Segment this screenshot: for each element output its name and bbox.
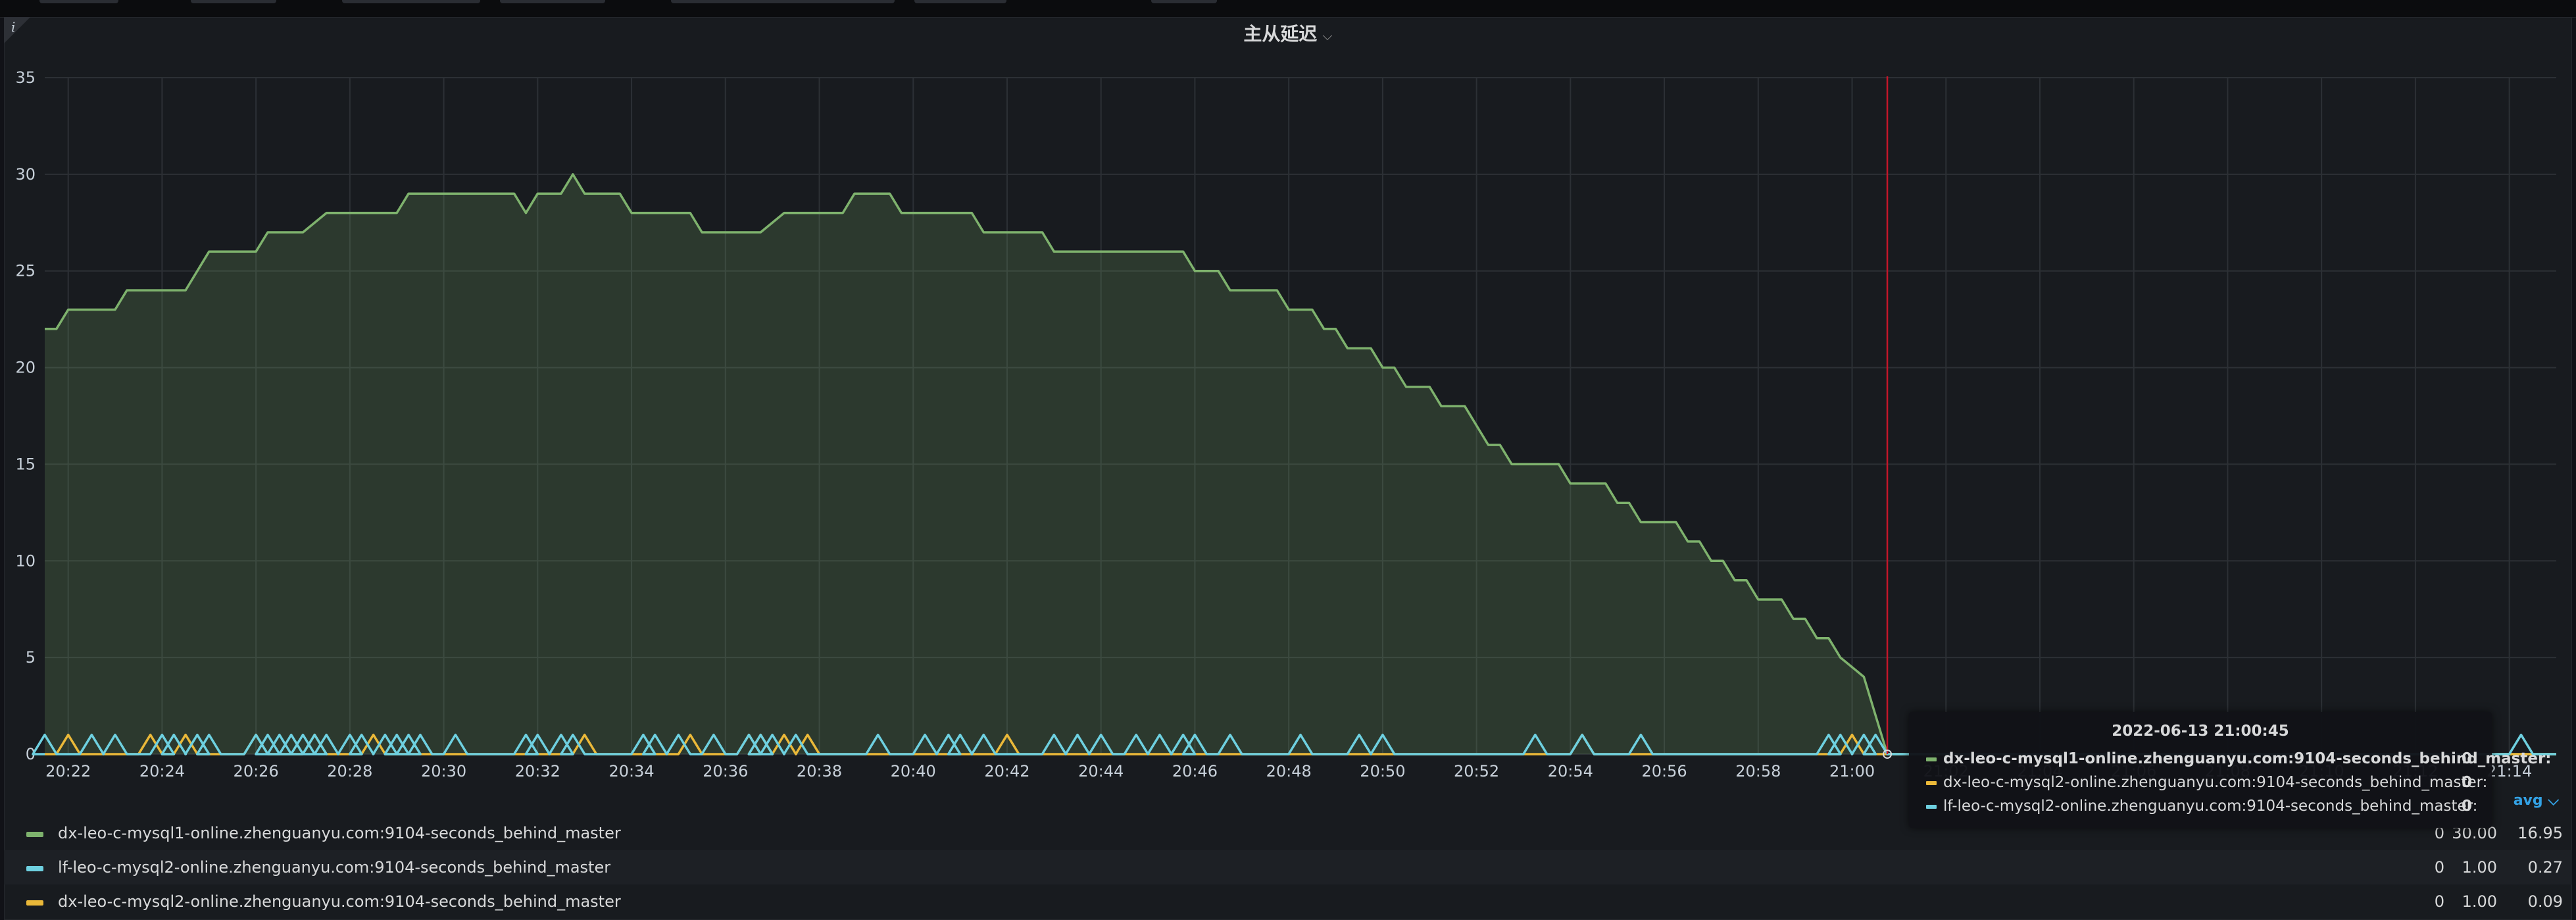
chart-series	[32, 173, 2556, 755]
tooltip-row: lf-leo-c-mysql2-online.zhenguanyu.com:91…	[1926, 795, 2477, 817]
y-tick-label: 25	[15, 262, 36, 280]
top-bar-tab[interactable]	[500, 0, 605, 3]
legend-series-name[interactable]: dx-leo-c-mysql1-online.zhenguanyu.com:91…	[58, 824, 621, 842]
series-marker	[1926, 804, 1937, 809]
tooltip-time: 2022-06-13 21:00:45	[2112, 723, 2289, 740]
chevron-down-icon[interactable]: ⌵	[1322, 28, 1333, 43]
legend-series-name[interactable]: dx-leo-c-mysql2-online.zhenguanyu.com:91…	[58, 892, 621, 911]
legend-min: 0	[2434, 824, 2444, 842]
series-swatch[interactable]	[26, 900, 43, 906]
y-tick-label: 5	[26, 648, 36, 667]
tooltip-row: dx-leo-c-mysql2-online.zhenguanyu.com:91…	[1926, 771, 2487, 794]
series-line	[32, 733, 2556, 755]
x-tick-label: 20:40	[891, 762, 936, 780]
series-swatch[interactable]	[26, 832, 43, 837]
x-tick-label: 20:24	[139, 762, 185, 780]
x-tick-label: 20:36	[703, 762, 748, 780]
x-tick-label: 20:50	[1360, 762, 1405, 780]
x-tick-label: 20:26	[234, 762, 279, 780]
y-tick-label: 30	[15, 165, 36, 184]
top-bar-tab[interactable]	[39, 0, 118, 3]
tooltip-series-name: dx-leo-c-mysql2-online.zhenguanyu.com:91…	[1943, 774, 2488, 791]
x-tick-label: 20:32	[515, 762, 560, 780]
chevron-down-icon[interactable]: ⌵	[2548, 792, 2559, 809]
x-tick-label: 20:38	[797, 762, 842, 780]
tooltip-value: 0	[2462, 798, 2473, 815]
tooltip-series-name: lf-leo-c-mysql2-online.zhenguanyu.com:91…	[1943, 798, 2478, 815]
legend-row[interactable]: lf-leo-c-mysql2-online.zhenguanyu.com:91…	[4, 850, 2572, 884]
legend-avg: 0.27	[2527, 858, 2563, 877]
legend-sort-label[interactable]: avg	[2513, 792, 2543, 809]
y-tick-label: 15	[15, 455, 36, 473]
top-bar-tab[interactable]	[914, 0, 1006, 3]
tooltip-value: 0	[2462, 750, 2473, 767]
top-bar-tab[interactable]	[1151, 0, 1217, 3]
tooltip-value: 0	[2462, 774, 2473, 791]
x-tick-label: 20:30	[421, 762, 466, 780]
series-line	[45, 173, 2556, 755]
series-line	[45, 733, 2556, 755]
x-tick-label: 20:42	[984, 762, 1029, 780]
legend-series-name[interactable]: lf-leo-c-mysql2-online.zhenguanyu.com:91…	[58, 858, 611, 877]
y-tick-label: 10	[15, 551, 36, 570]
series-swatch[interactable]	[26, 866, 43, 871]
hover-tooltip: 2022-06-13 21:00:45 dx-leo-c-mysql1-onli…	[1909, 712, 2552, 828]
legend-avg: 0.09	[2527, 892, 2563, 911]
x-tick-label: 20:44	[1078, 762, 1124, 780]
x-tick-label: 20:48	[1266, 762, 1312, 780]
cursor-point	[1883, 750, 1893, 759]
series-area	[45, 174, 2556, 754]
legend-min: 0	[2434, 892, 2444, 911]
panel-title-text[interactable]: 主从延迟	[1243, 23, 1318, 45]
series-marker	[1926, 780, 1937, 785]
y-tick-label: 0	[26, 745, 36, 763]
x-tick-label: 20:58	[1735, 762, 1781, 780]
top-bar-tab[interactable]	[342, 0, 480, 3]
legend-sort-avg[interactable]: avg ⌵	[2500, 792, 2559, 809]
legend-max: 1.00	[2462, 858, 2497, 877]
x-tick-label: 20:22	[45, 762, 91, 780]
legend-avg: 16.95	[2517, 824, 2563, 842]
x-tick-label: 20:34	[608, 762, 654, 780]
series-marker	[1926, 757, 1937, 761]
top-bar-tab[interactable]	[671, 0, 895, 3]
x-tick-label: 20:28	[327, 762, 372, 780]
legend-max: 1.00	[2462, 892, 2497, 911]
legend-min: 0	[2434, 858, 2444, 877]
legend-table: dx-leo-c-mysql1-online.zhenguanyu.com:91…	[4, 816, 2572, 919]
x-tick-label: 20:54	[1548, 762, 1593, 780]
y-axis: 0 5 10 15 20 25 30 35	[15, 68, 36, 763]
legend-row[interactable]: dx-leo-c-mysql2-online.zhenguanyu.com:91…	[4, 884, 2572, 919]
x-tick-label: 20:52	[1454, 762, 1499, 780]
y-tick-label: 35	[15, 68, 36, 87]
y-tick-label: 20	[15, 359, 36, 377]
panel-title[interactable]: 主从延迟 ⌵	[0, 20, 2576, 46]
info-icon[interactable]: i	[11, 19, 16, 35]
x-tick-label: 20:46	[1172, 762, 1218, 780]
tooltip-series-name: dx-leo-c-mysql1-online.zhenguanyu.com:91…	[1943, 750, 2552, 767]
x-tick-label: 20:56	[1641, 762, 1687, 780]
hover-cursor	[1883, 76, 1893, 759]
x-tick-label: 21:00	[1829, 762, 1875, 780]
tooltip-row: dx-leo-c-mysql1-online.zhenguanyu.com:91…	[1926, 748, 2552, 770]
legend-row[interactable]: dx-leo-c-mysql1-online.zhenguanyu.com:91…	[4, 816, 2572, 850]
x-tick-label: 21:14	[2487, 762, 2532, 780]
top-bar-tab[interactable]	[191, 0, 276, 3]
